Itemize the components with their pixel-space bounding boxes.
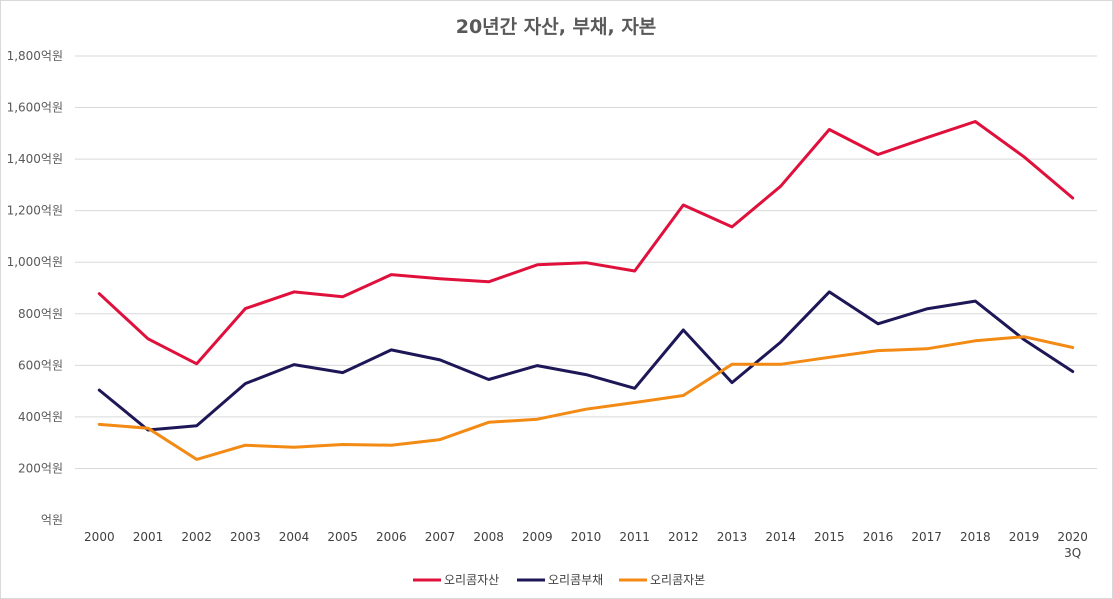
x-tick-label: 2014	[765, 530, 796, 544]
x-tick-label: 2000	[84, 530, 115, 544]
x-tick-label: 2018	[960, 530, 991, 544]
y-tick-label: 600억원	[18, 358, 63, 372]
y-tick-label: 400억원	[18, 410, 63, 424]
x-tick-label: 2001	[133, 530, 164, 544]
x-tick-label: 2006	[376, 530, 407, 544]
gridlines	[75, 55, 1097, 469]
y-tick-label: 1,800억원	[7, 49, 63, 63]
y-tick-label: 200억원	[18, 461, 63, 475]
x-tick-label: 2016	[863, 530, 894, 544]
y-tick-label: 800억원	[18, 307, 63, 321]
x-tick-label: 2019	[1009, 530, 1040, 544]
legend-label: 오리콤자산	[444, 573, 499, 587]
x-tick-label: 2015	[814, 530, 845, 544]
y-tick-label: 1,000억원	[7, 255, 63, 269]
x-tick-label: 2013	[717, 530, 748, 544]
series-line-3	[97, 335, 1075, 461]
x-axis-ticks: 2000 2001 2002 2003 2004 2005 2006 2007 2008 2009…	[84, 530, 1088, 560]
x-tick-label: 2012	[668, 530, 699, 544]
x-tick-label: 2005	[327, 530, 358, 544]
legend-label: 오리콤부채	[548, 573, 603, 587]
x-tick-label: 2002	[181, 530, 212, 544]
y-tick-label: 1,400억원	[7, 152, 63, 166]
y-tick-label: 1,600억원	[7, 101, 63, 115]
series-lines	[97, 120, 1075, 461]
x-tick-label: 2020 3Q	[1057, 530, 1088, 560]
x-tick-label: 2008	[473, 530, 504, 544]
series-line-2	[97, 290, 1075, 432]
x-tick-label: 2003	[230, 530, 261, 544]
x-tick-label: 2010	[571, 530, 602, 544]
y-tick-label: 억원	[41, 513, 63, 527]
legend: 오리콤자산 오리콤부채 오리콤자본	[413, 573, 705, 587]
x-tick-label: 2017	[911, 530, 942, 544]
x-tick-label: 2007	[425, 530, 456, 544]
legend-label: 오리콤자본	[650, 573, 705, 587]
x-tick-label: 2011	[619, 530, 650, 544]
x-tick-label: 2004	[279, 530, 310, 544]
y-axis-ticks: 억원 200억원 400억원 600억원 800억원 1,000억원 1,200억원 1,40…	[7, 49, 63, 527]
chart-title: 20년간 자산, 부채, 자본	[456, 16, 657, 38]
y-tick-label: 1,200억원	[7, 204, 63, 218]
x-tick-label: 2009	[522, 530, 553, 544]
series-line-1	[97, 120, 1075, 366]
